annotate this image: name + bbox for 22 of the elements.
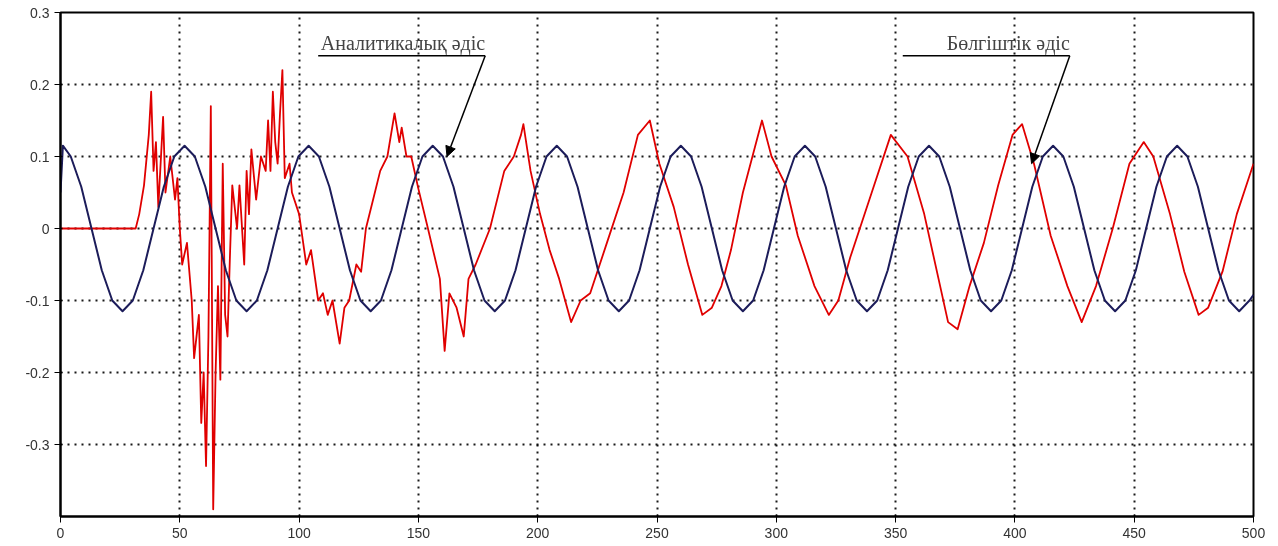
line-series (60, 144, 1254, 313)
y-tick-label: 0 (41, 220, 50, 237)
x-tick-label: 500 (1241, 524, 1266, 541)
y-tick-label: -0.2 (25, 364, 50, 381)
x-tick-label: 400 (1003, 524, 1027, 541)
y-tick-label: 0.3 (30, 4, 50, 21)
x-tick-label: 150 (406, 524, 431, 541)
x-tick-label: 300 (764, 524, 789, 541)
x-tick-label: 0 (56, 524, 65, 541)
x-tick-label: 450 (1122, 524, 1147, 541)
y-tick-label: -0.3 (25, 436, 50, 453)
y-tick-label: 0.1 (30, 148, 50, 165)
x-tick-label: 200 (526, 524, 550, 541)
annotation: Бөлгіштік әдіс (946, 31, 1070, 55)
y-tick-label: 0.2 (30, 76, 50, 93)
x-tick-label: 100 (287, 524, 311, 541)
y-tick-label: -0.1 (25, 292, 50, 309)
annotation: Аналитикалық әдіс (320, 31, 486, 55)
x-tick-label: 250 (645, 524, 669, 541)
x-tick-label: 350 (883, 524, 908, 541)
x-tick-label: 50 (172, 524, 188, 541)
line-series (60, 69, 1254, 511)
